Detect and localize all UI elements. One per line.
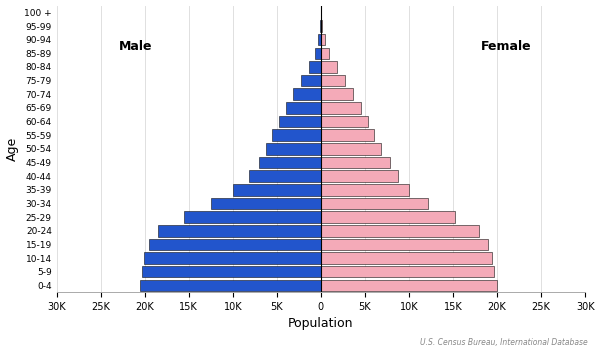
Bar [319, 34, 321, 46]
Bar [321, 34, 325, 46]
Bar [321, 61, 337, 73]
Bar [321, 20, 322, 32]
Bar [314, 48, 321, 59]
Bar [272, 130, 321, 141]
Bar [233, 184, 321, 196]
Bar [293, 89, 321, 100]
Bar [321, 130, 374, 141]
Bar [321, 225, 479, 237]
Bar [140, 280, 321, 291]
Y-axis label: Age: Age [5, 137, 19, 161]
Bar [321, 239, 488, 250]
Bar [321, 252, 492, 264]
Text: U.S. Census Bureau, International Database: U.S. Census Bureau, International Databa… [420, 337, 588, 346]
Bar [286, 102, 321, 114]
Bar [184, 211, 321, 223]
Bar [320, 20, 321, 32]
Bar [142, 266, 321, 278]
Bar [321, 89, 353, 100]
Bar [321, 211, 455, 223]
Bar [321, 198, 428, 209]
Bar [321, 102, 361, 114]
X-axis label: Population: Population [288, 317, 353, 330]
Bar [321, 75, 344, 86]
Bar [321, 266, 494, 278]
Bar [321, 48, 329, 59]
Bar [158, 225, 321, 237]
Bar [211, 198, 321, 209]
Bar [321, 170, 398, 182]
Text: Male: Male [119, 40, 152, 53]
Bar [308, 61, 321, 73]
Bar [321, 116, 368, 127]
Bar [321, 143, 381, 155]
Bar [266, 143, 321, 155]
Bar [321, 157, 389, 168]
Bar [144, 252, 321, 264]
Bar [149, 239, 321, 250]
Bar [321, 280, 497, 291]
Bar [301, 75, 321, 86]
Bar [321, 184, 409, 196]
Bar [248, 170, 321, 182]
Text: Female: Female [481, 40, 531, 53]
Bar [259, 157, 321, 168]
Bar [278, 116, 321, 127]
